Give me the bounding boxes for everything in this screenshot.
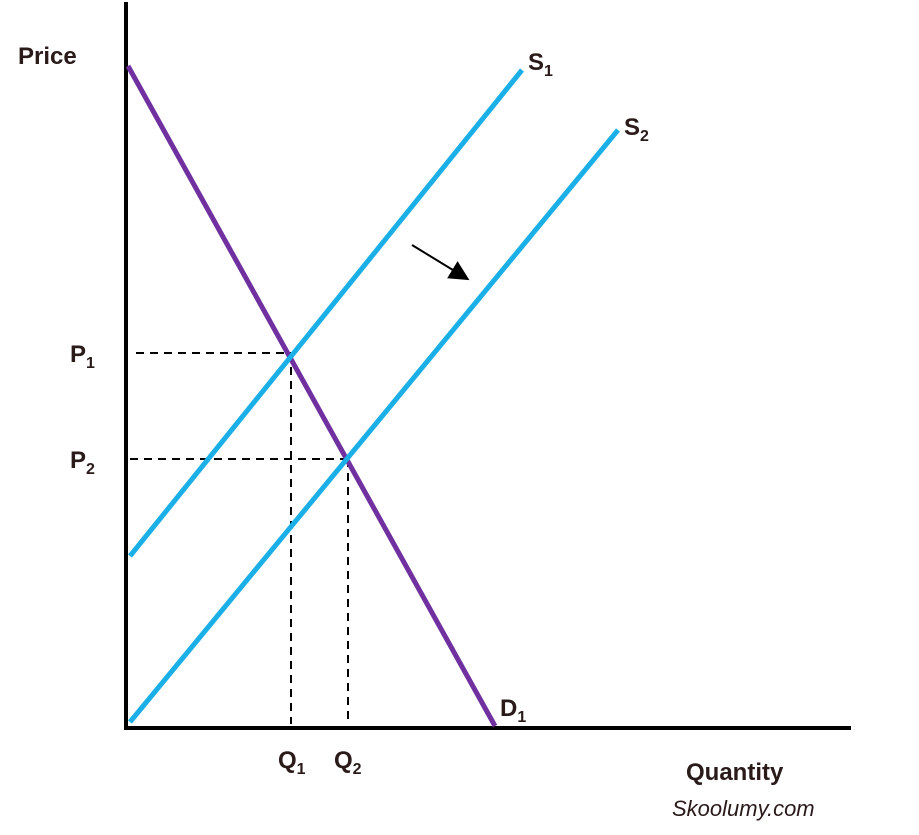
label-part: 2 (640, 128, 649, 145)
quantity-label: Q2 (334, 747, 362, 778)
label-part: P (70, 447, 86, 474)
curve-label: S1 (528, 49, 553, 80)
price-label: P2 (70, 447, 95, 478)
shift-arrow (411, 244, 470, 281)
label-part: D (500, 695, 517, 722)
quantity-label: Q1 (278, 747, 306, 778)
label-part: 1 (297, 761, 306, 778)
demand-curve (125, 64, 498, 728)
x-axis-label: Quantity (686, 759, 784, 786)
supply-curve-2 (128, 128, 620, 724)
label-part: P (70, 341, 86, 368)
label-part: 1 (544, 63, 553, 80)
label-part: 2 (86, 461, 95, 478)
curve-label: D1 (500, 695, 526, 726)
label-part: Q (334, 747, 353, 774)
curve-label: S2 (624, 114, 649, 145)
label-part: Q (278, 747, 297, 774)
watermark: Skoolumy.com (672, 796, 815, 821)
label-part: 1 (517, 709, 526, 726)
label-part: 2 (353, 761, 362, 778)
y-axis-label: Price (18, 43, 77, 70)
supply-curve-1 (128, 68, 524, 558)
price-label: P1 (70, 341, 95, 372)
label-part: 1 (86, 355, 95, 372)
label-part: S (624, 114, 640, 141)
label-part: S (528, 49, 544, 76)
